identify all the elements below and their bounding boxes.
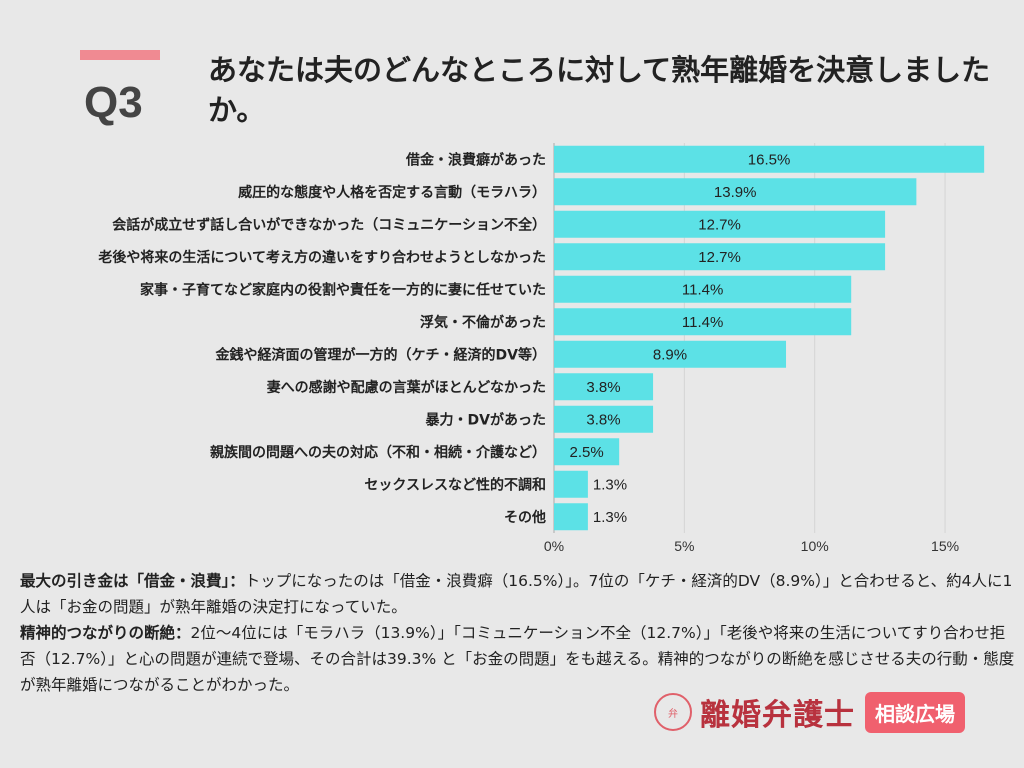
x-tick-label: 15% [931,538,959,554]
data-label: 3.8% [586,379,620,396]
paragraph-1-heading: 最大の引き金は「借金・浪費」： [20,572,245,590]
bar [554,405,654,433]
x-tick-label: 10% [801,538,829,554]
data-label: 11.4% [682,281,723,298]
data-label: 12.7% [698,216,741,233]
bar [554,340,787,368]
data-label: 8.9% [653,346,687,363]
page-title: あなたは夫のどんなところに対して熟年離婚を決意しましたか。 [208,53,991,127]
accent-bar [80,50,160,60]
bar-chart: 0% 5% 10% 15% 借金・浪費癖があった 16.5% 威圧的な態度や人格を否定する言… [98,143,985,554]
category-label: 借金・浪費癖があった [405,151,546,168]
data-label: 16.5% [748,151,791,168]
bar [554,210,886,238]
scale-emblem-icon: 弁 [654,693,692,731]
data-label: 2.5% [569,444,603,461]
bar [554,275,852,303]
category-label: 家事・子育てなど家庭内の役割や責任を一方的に妻に任せていた [140,281,546,298]
data-label: 1.3% [593,476,627,493]
category-label: 親族間の問題への夫の対応（不和・相続・介護など） [210,444,546,461]
logo-badge: 相談広場 [865,691,965,733]
description: 最大の引き金は「借金・浪費」：トップになったのは「借金・浪費癖（16.5%）」。… [20,568,1015,698]
x-tick-label: 0% [544,538,564,554]
logo: 弁 離婚弁護士 相談広場 [654,690,965,734]
category-label: セックスレスなど性的不調和 [364,476,546,493]
data-label: 1.3% [593,509,627,526]
category-label: その他 [504,509,546,526]
bar [554,373,654,401]
category-label: 妻への感謝や配慮の言葉がほとんどなかった [267,379,546,396]
bar [554,470,588,498]
bar [554,503,588,531]
paragraph-1-text: トップになったのは「借金・浪費癖（16.5%）」。7位の「ケチ・経済的DV（8.… [20,572,1013,616]
data-label: 13.9% [714,184,757,201]
category-label: 威圧的な態度や人格を否定する言動（モラハラ） [238,184,546,201]
bar [554,308,852,336]
paragraph-2-heading: 精神的つながりの断絶： [20,624,191,642]
category-label: 会話が成立せず話し合いができなかった（コミュニケーション不全） [112,216,546,233]
data-label: 11.4% [682,314,723,331]
logo-name: 離婚弁護士 [700,698,855,733]
bar [554,178,917,206]
question-number: Q3 [84,78,143,127]
category-label: 暴力・DVがあった [425,411,546,428]
category-label: 老後や将来の生活について考え方の違いをすり合わせようとしなかった [98,249,546,266]
bar [554,438,620,466]
bar [554,243,886,271]
bar [554,145,985,173]
paragraph-2: 精神的つながりの断絶：2位〜4位には「モラハラ（13.9%）」「コミュニケーショ… [20,620,1015,698]
paragraph-2-text: 2位〜4位には「モラハラ（13.9%）」「コミュニケーション不全（12.7%）」… [20,624,1015,694]
data-label: 12.7% [698,249,741,266]
paragraph-1: 最大の引き金は「借金・浪費」：トップになったのは「借金・浪費癖（16.5%）」。… [20,568,1015,620]
category-label: 浮気・不倫があった [420,314,546,331]
data-label: 3.8% [586,411,620,428]
category-label: 金銭や経済面の管理が一方的（ケチ・経済的DV等） [215,346,546,363]
x-tick-label: 5% [674,538,694,554]
